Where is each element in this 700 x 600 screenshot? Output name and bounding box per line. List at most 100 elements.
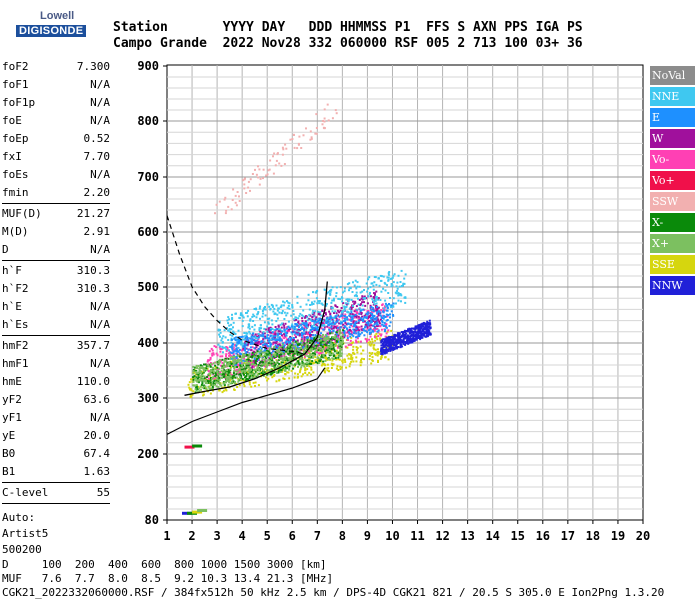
echo-point [249, 318, 252, 321]
echo-point [202, 371, 205, 374]
echo-point [258, 353, 261, 356]
echo-point [293, 354, 296, 357]
echo-point [256, 366, 259, 369]
echo-point [275, 380, 278, 383]
echo-point [369, 328, 372, 331]
echo-point [318, 340, 321, 342]
echo-point [328, 370, 330, 373]
echo-point [325, 346, 328, 349]
echo-point [249, 374, 252, 377]
echo-point [232, 360, 235, 363]
param-value: 67.4 [83, 447, 111, 460]
echo-point [281, 346, 284, 349]
echo-point [272, 350, 275, 353]
echo-point [368, 354, 371, 357]
echo-point [227, 357, 230, 360]
echo-point [265, 376, 268, 379]
echo-point [221, 373, 224, 376]
echo-point [320, 314, 323, 317]
echo-point [402, 332, 405, 335]
param-value: 110.0 [76, 375, 110, 388]
echo-point [352, 328, 355, 331]
echo-point [241, 366, 244, 369]
echo-point [322, 363, 325, 366]
echo-point [383, 305, 386, 308]
echo-point [294, 348, 297, 351]
echo-point [292, 341, 295, 344]
echo-point [279, 328, 282, 331]
echo-point [271, 334, 274, 337]
echo-point [273, 357, 276, 359]
echo-point [249, 359, 252, 362]
echo-point [255, 346, 258, 349]
echo-point [252, 320, 255, 322]
echo-point [251, 365, 254, 368]
echo-point [278, 337, 281, 340]
echo-point [286, 329, 289, 332]
echo-point [376, 351, 379, 353]
echo-point [355, 315, 358, 317]
echo-point [369, 295, 372, 298]
echo-point [287, 340, 290, 343]
echo-point [304, 367, 307, 370]
echo-point [244, 347, 247, 350]
echo-point [212, 369, 215, 372]
echo-point [353, 325, 355, 328]
echo-point [417, 337, 420, 339]
echo-point [355, 291, 358, 294]
echo-point [381, 343, 384, 346]
echo-point [372, 347, 375, 350]
echo-point [258, 348, 261, 351]
echo-point [410, 327, 413, 330]
echo-point [339, 368, 342, 370]
echo-point [264, 335, 266, 338]
echo-point [364, 297, 366, 299]
param-separator [2, 260, 110, 261]
echo-point [385, 341, 388, 344]
echo-point [392, 281, 395, 284]
echo-point [344, 334, 347, 337]
echo-point [379, 357, 382, 360]
echo-point [287, 304, 290, 307]
echo-point [252, 381, 255, 384]
echo-point [214, 364, 217, 367]
echo-point [274, 366, 277, 369]
echo-point [271, 361, 274, 363]
virtual-height-trace [184, 281, 328, 396]
echo-point [244, 376, 246, 379]
echo-point [319, 350, 322, 353]
echo-point [404, 331, 407, 334]
echo-point [281, 335, 284, 338]
echo-point [255, 364, 258, 367]
echo-point [376, 312, 379, 315]
echo-point [330, 362, 333, 365]
echo-point [351, 325, 354, 328]
echo-point [219, 345, 222, 348]
echo-point [301, 362, 304, 365]
echo-point [199, 379, 202, 382]
echo-point [365, 282, 368, 285]
echo-point [210, 347, 213, 350]
echo-point [317, 349, 320, 352]
echo-point [371, 298, 374, 301]
param-row: h`F2 310.3 [2, 280, 110, 298]
echo-point [349, 339, 352, 342]
echo-point [198, 374, 201, 377]
param-value: 21.27 [76, 207, 110, 220]
echo-point [279, 358, 282, 361]
echo-point [259, 349, 262, 352]
echo-point [242, 379, 245, 382]
echo-point [192, 378, 195, 381]
echo-point [315, 326, 318, 328]
echo-point [286, 343, 288, 345]
echo-point [232, 350, 235, 353]
x-tick-label: 11 [410, 529, 424, 543]
echo-point [275, 361, 278, 364]
echo-point [385, 326, 388, 329]
echo-point [249, 178, 252, 181]
echo-point [266, 355, 269, 358]
echo-point [293, 352, 296, 355]
echo-point [226, 365, 229, 368]
echo-point [379, 299, 382, 301]
echo-point [365, 316, 368, 319]
